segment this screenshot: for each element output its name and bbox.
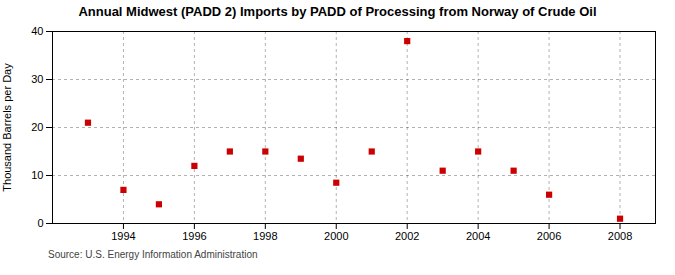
- svg-text:1996: 1996: [182, 230, 206, 242]
- svg-text:30: 30: [31, 73, 43, 85]
- html-text:Source: U.S. Energy Informatio: Source: U.S. Energy Information Administ…: [48, 249, 258, 260]
- svg-text:1998: 1998: [253, 230, 277, 242]
- svg-text:Thousand Barrels per Day: Thousand Barrels per Day: [1, 63, 13, 192]
- html-text:Annual Midwest (PADD 2) Import: Annual Midwest (PADD 2) Imports by PADD …: [78, 4, 597, 19]
- svg-text:10: 10: [31, 169, 43, 181]
- svg-text:2004: 2004: [466, 230, 490, 242]
- svg-text:2008: 2008: [608, 230, 632, 242]
- svg-text:2000: 2000: [324, 230, 348, 242]
- svg-text:20: 20: [31, 121, 43, 133]
- svg-text:40: 40: [31, 25, 43, 37]
- svg-text:2006: 2006: [537, 230, 561, 242]
- svg-text:2002: 2002: [395, 230, 419, 242]
- svg-text:1994: 1994: [111, 230, 135, 242]
- svg-text:0: 0: [37, 217, 43, 229]
